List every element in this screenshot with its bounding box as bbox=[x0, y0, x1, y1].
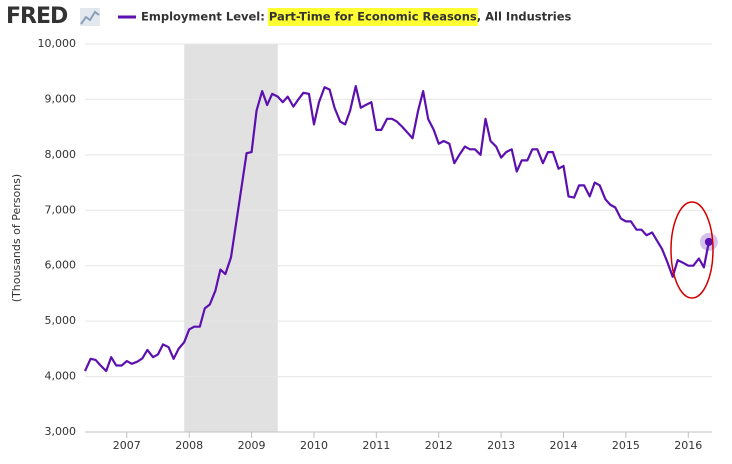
x-tick-label: 2013 bbox=[487, 439, 515, 452]
logo: FRED bbox=[6, 4, 68, 29]
x-tick-label: 2014 bbox=[550, 439, 578, 452]
y-tick-label: 4,000 bbox=[45, 370, 77, 383]
logo-icon-bg bbox=[80, 8, 100, 26]
x-tick-label: 2012 bbox=[425, 439, 453, 452]
legend-text: , All Industries bbox=[477, 10, 572, 24]
y-tick-label: 9,000 bbox=[45, 92, 77, 105]
recession-band bbox=[184, 44, 278, 432]
last-point bbox=[704, 237, 713, 246]
y-tick-label: 10,000 bbox=[38, 37, 77, 50]
x-tick-label: 2011 bbox=[362, 439, 390, 452]
y-tick-label: 7,000 bbox=[45, 203, 77, 216]
y-tick-label: 8,000 bbox=[45, 148, 77, 161]
legend-text: Employment Level: bbox=[141, 10, 269, 24]
x-tick-label: 2010 bbox=[300, 439, 328, 452]
legend-text: Part-Time for Economic Reasons bbox=[269, 10, 477, 24]
series-line bbox=[84, 85, 710, 373]
y-axis-label: (Thousands of Persons) bbox=[10, 174, 23, 302]
logo-icon bbox=[80, 8, 100, 26]
annotation-circle bbox=[670, 201, 714, 299]
y-tick-label: 3,000 bbox=[45, 425, 77, 438]
legend: Employment Level: Part-Time for Economic… bbox=[141, 8, 572, 26]
x-tick-label: 2015 bbox=[612, 439, 640, 452]
y-tick-label: 6,000 bbox=[45, 259, 77, 272]
legend-highlight bbox=[267, 8, 478, 26]
x-tick-label: 2008 bbox=[175, 439, 203, 452]
y-tick-label: 5,000 bbox=[45, 314, 77, 327]
x-tick-label: 2016 bbox=[674, 439, 702, 452]
logo-icon-line bbox=[80, 10, 100, 25]
plot: 3,000 4,000 5,000 6,000 7,000 8,000 9,000 10,00… bbox=[38, 37, 718, 452]
x-tick-label: 2009 bbox=[238, 439, 266, 452]
x-tick-label: 2007 bbox=[113, 439, 141, 452]
